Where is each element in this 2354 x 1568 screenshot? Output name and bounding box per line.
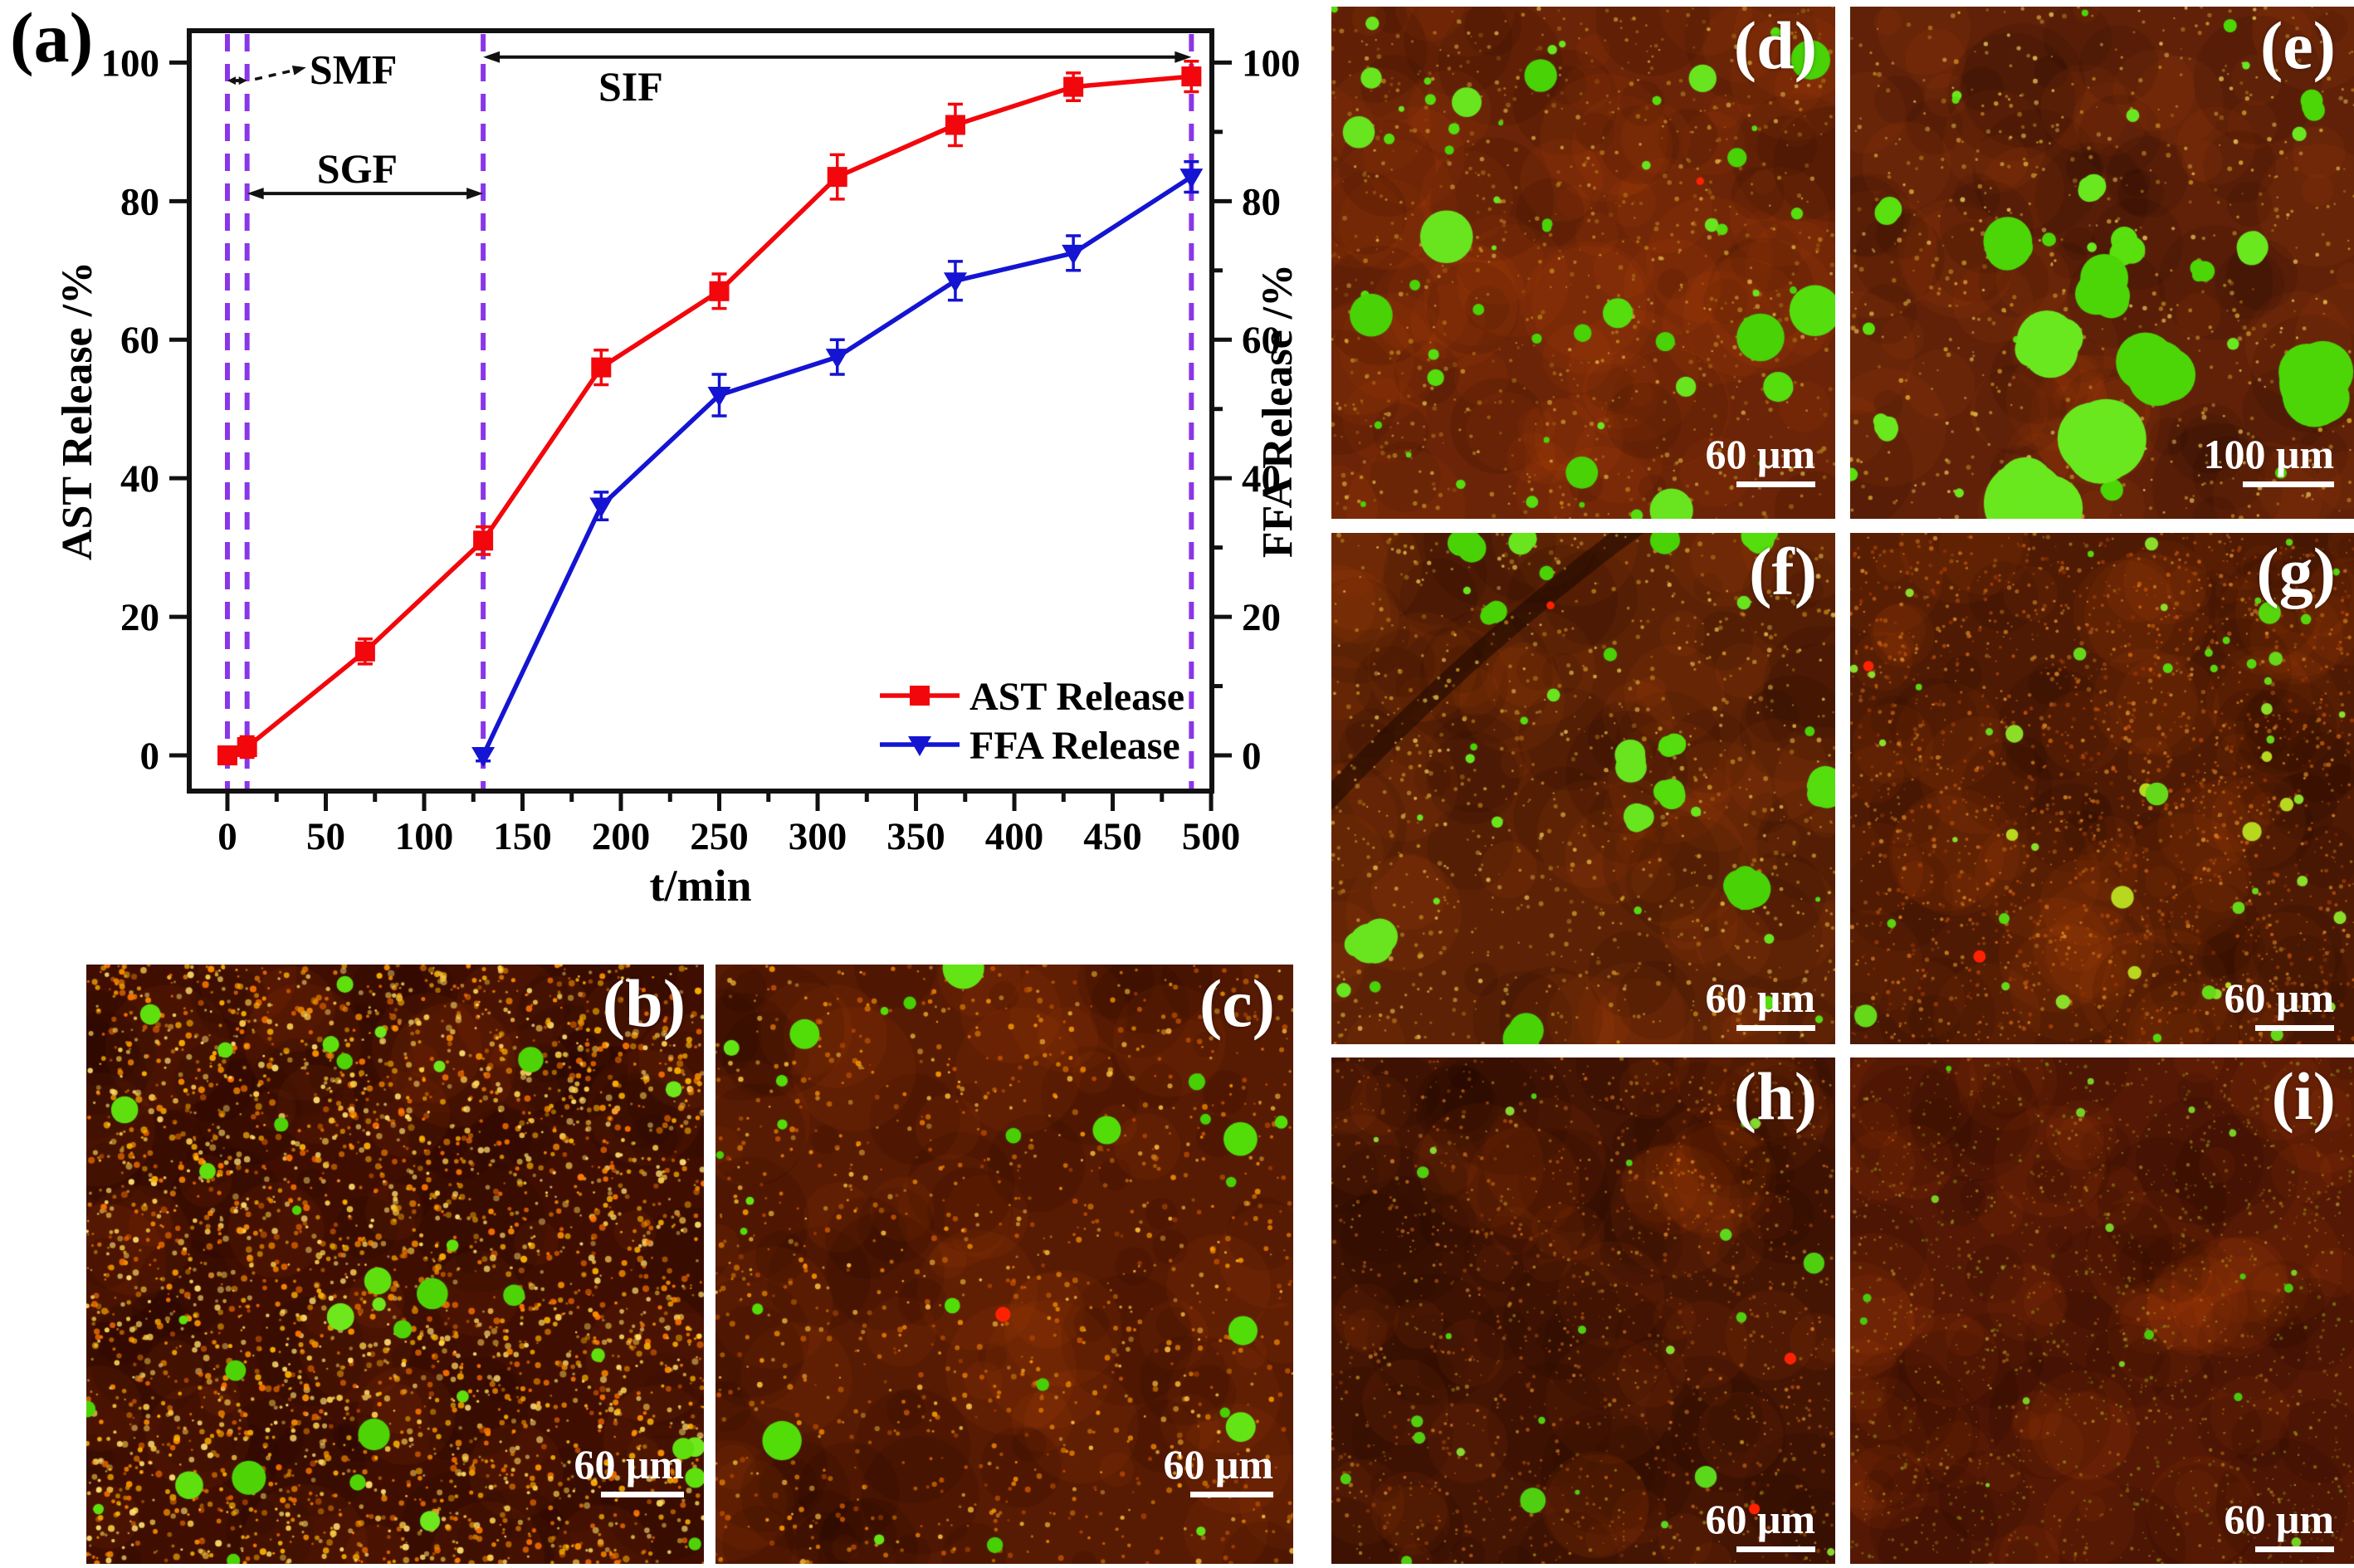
svg-text:50: 50 [306,815,345,858]
panel-letter-label-g: (g) [2256,534,2336,609]
svg-text:500: 500 [1182,815,1241,858]
svg-text:400: 400 [985,815,1044,858]
scale-bar-text: 60 μm [1163,1441,1274,1487]
micrograph-panel-i: (i) 60 μm [1850,1058,2354,1564]
svg-text:250: 250 [690,815,749,858]
panel-letter-label-a: (a) [10,0,94,77]
scale-bar-h: 60 μm [1705,1496,1816,1552]
release-profile-chart: (a) 0 50 100 150 200 250 300 350 400 450 500 0 20 40 6… [0,0,1331,965]
micrograph-panel-h: (h) 60 μm [1331,1058,1835,1564]
svg-text:60: 60 [120,319,159,362]
micrograph-panel-d: (d) 60 μm [1331,7,1835,519]
scale-bar-line [2255,1025,2334,1031]
micrograph-canvas-f [1331,533,1835,1044]
scale-bar-text: 60 μm [2224,1496,2335,1542]
panel-letter-label-h: (h) [1733,1058,1817,1134]
svg-text:20: 20 [120,596,159,639]
scale-bar-f: 60 μm [1705,975,1816,1031]
axis-titles: t/min AST Release /% FFA Release /% [54,261,1302,911]
svg-text:40: 40 [1242,457,1281,501]
phase-boundary-lines [224,34,1194,789]
svg-text:20: 20 [1242,596,1281,639]
scale-bar-text: 60 μm [1705,975,1816,1021]
chart-svg: 0 50 100 150 200 250 300 350 400 450 5000204060801… [54,28,1302,911]
micrograph-panel-b: (b) 60 μm [86,965,704,1564]
panel-letter-label-c: (c) [1199,965,1275,1041]
panel-letter-label-d: (d) [1733,7,1817,83]
scale-bar-e: 100 μm [2203,431,2335,487]
svg-text:SIF: SIF [598,63,663,110]
micrograph-canvas-d [1331,7,1835,519]
micrograph-canvas-c [715,965,1293,1564]
svg-text:SGF: SGF [317,145,398,192]
svg-text:200: 200 [592,815,651,858]
svg-text:AST Release /%: AST Release /% [54,261,101,560]
scale-bar-b: 60 μm [574,1441,685,1497]
x-axis-ticks: 0 50 100 150 200 250 300 350 400 450 500 [217,791,1240,858]
micrograph-panel-g: (g) 60 μm [1850,533,2354,1044]
svg-text:100: 100 [395,815,454,858]
y-axis-right-ticks: 0 20 40 60 80 100 [1212,42,1301,778]
svg-text:SMF: SMF [310,46,398,93]
micrograph-canvas-e [1850,7,2354,519]
scale-bar-line [2255,1546,2334,1552]
panel-letter-label-f: (f) [1749,534,1817,609]
scale-bar-i: 60 μm [2224,1496,2335,1552]
micrograph-panel-e: (e) 100 μm [1850,7,2354,519]
svg-text:FFA Release /%: FFA Release /% [1254,264,1302,558]
svg-text:350: 350 [886,815,945,858]
micrograph-canvas-g [1850,533,2354,1044]
panel-letter-label-b: (b) [602,965,686,1041]
scale-bar-text: 60 μm [1705,431,1816,477]
chart-legend: AST Release FFA Release [880,675,1184,768]
svg-text:80: 80 [120,180,159,223]
series-ffa-release [471,159,1204,768]
panel-letter-label-e: (e) [2259,7,2336,83]
micrograph-panel-c: (c) 60 μm [715,965,1293,1564]
svg-text:450: 450 [1083,815,1142,858]
svg-text:0: 0 [140,735,160,778]
scale-bar-d: 60 μm [1705,431,1816,487]
series-ast-release [217,59,1202,766]
svg-text:t/min: t/min [649,861,751,911]
micrograph-panel-f: (f) 60 μm [1331,533,1835,1044]
svg-text:150: 150 [493,815,552,858]
panel-letter-label-i: (i) [2271,1058,2336,1134]
phase-annotations: SMF SGF SIF [227,46,1192,200]
svg-text:100: 100 [101,42,160,85]
svg-text:300: 300 [789,815,847,858]
scale-bar-c: 60 μm [1163,1441,1274,1497]
svg-text:0: 0 [217,815,237,858]
scale-bar-text: 60 μm [2224,975,2335,1021]
scale-bar-line [2243,481,2334,487]
plot-frame [187,28,1214,794]
y-axis-left-ticks: 0 20 40 60 80 100 [101,42,189,778]
scale-bar-line [601,1492,684,1497]
svg-text:AST Release: AST Release [969,675,1184,719]
scale-bar-text: 60 μm [574,1441,685,1487]
micrograph-canvas-b [86,965,704,1564]
svg-text:FFA Release: FFA Release [969,724,1180,768]
svg-text:0: 0 [1242,735,1262,778]
scale-bar-line [1736,1546,1815,1552]
svg-text:80: 80 [1242,180,1281,223]
micrograph-canvas-h [1331,1058,1835,1564]
svg-text:100: 100 [1242,42,1301,85]
scale-bar-line [1736,1025,1815,1031]
scale-bar-line [1190,1492,1273,1497]
micrograph-canvas-i [1850,1058,2354,1564]
scale-bar-text: 60 μm [1705,1496,1816,1542]
svg-text:40: 40 [120,457,159,501]
svg-text:60: 60 [1242,319,1281,362]
scale-bar-text: 100 μm [2203,431,2335,477]
scale-bar-g: 60 μm [2224,975,2335,1031]
scale-bar-line [1736,481,1815,487]
